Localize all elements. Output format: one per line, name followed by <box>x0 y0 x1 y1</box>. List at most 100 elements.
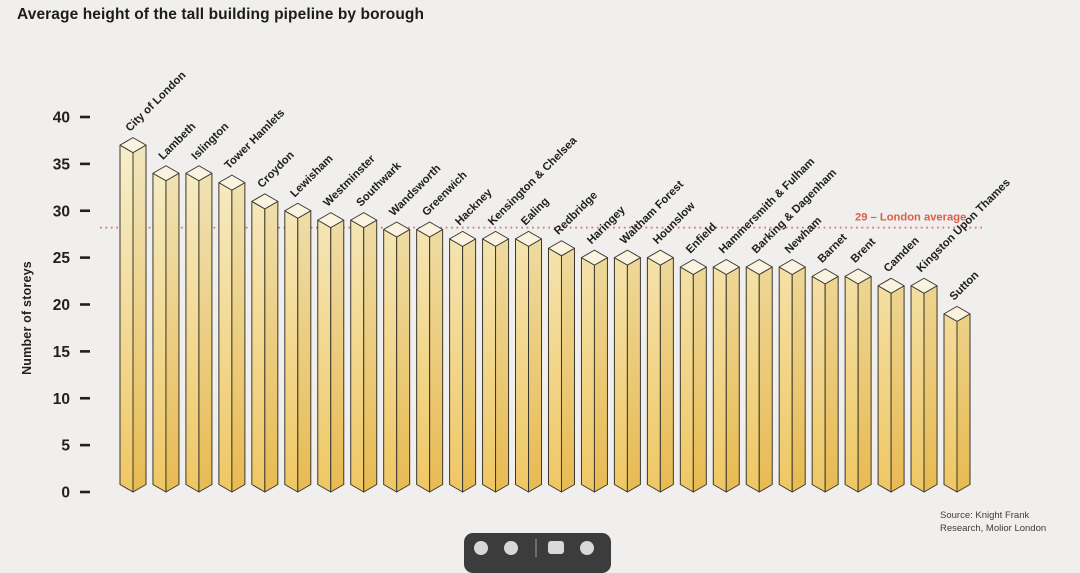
bar-right-face <box>890 285 905 493</box>
y-axis-title: Number of storeys <box>20 261 34 375</box>
bar-top-cap <box>185 165 213 182</box>
bar-right-face <box>659 257 674 493</box>
bar-right-face <box>297 210 312 493</box>
bar[interactable] <box>646 249 674 493</box>
bar-left-face <box>646 257 661 493</box>
bar-left-face <box>613 257 628 493</box>
bar[interactable] <box>152 165 180 493</box>
bar-right-face <box>132 144 147 493</box>
bar-left-face <box>547 247 562 493</box>
bar-left-face <box>383 229 398 493</box>
source-line: Research, Molior London <box>940 523 1047 534</box>
bar-category-label: Croydon <box>255 149 296 190</box>
bar-top-cap <box>482 230 510 247</box>
bar[interactable] <box>482 230 510 493</box>
y-axis-tick-label: 15 <box>53 344 71 361</box>
bar[interactable] <box>679 259 707 493</box>
bar-top-cap <box>119 137 147 154</box>
bar-chart: 0 5 10 15 20 25 30 35 40 Number of storeys City of… <box>20 69 1013 501</box>
bar-category-label: City of London <box>124 69 189 134</box>
bar-left-face <box>844 275 859 493</box>
bar-left-face <box>317 219 332 493</box>
bar[interactable] <box>580 249 608 493</box>
bar-top-cap <box>844 268 872 285</box>
source-note: Source: Knight Frank Research, Molior Lo… <box>940 509 1046 535</box>
bar-left-face <box>745 266 760 493</box>
bar-top-cap <box>218 174 246 191</box>
bar-right-face <box>165 172 180 493</box>
bar-left-face <box>119 144 134 493</box>
bar-right-face <box>692 266 707 493</box>
toolbar-circle-icon[interactable] <box>580 541 594 555</box>
bar-right-face <box>264 200 279 493</box>
bar[interactable] <box>613 249 641 493</box>
bar[interactable] <box>745 259 773 493</box>
bar-left-face <box>580 257 595 493</box>
bar-top-cap <box>317 212 345 229</box>
bar-right-face <box>528 238 543 493</box>
toolbar-circle-icon[interactable] <box>474 541 488 555</box>
bar-right-face <box>626 257 641 493</box>
bar-category-label: Brent <box>849 236 879 266</box>
bar-top-cap <box>943 305 971 322</box>
bar-left-face <box>185 172 200 493</box>
bar-top-cap <box>745 259 773 275</box>
bar[interactable] <box>778 259 806 493</box>
bar-left-face <box>218 182 233 493</box>
bar-top-cap <box>910 277 938 294</box>
chart-canvas: Average height of the tall building pipe… <box>17 6 1046 573</box>
bar-right-face <box>198 172 213 493</box>
bar[interactable] <box>218 174 246 493</box>
bar-right-face <box>824 275 839 493</box>
bar[interactable] <box>877 277 905 493</box>
bar[interactable] <box>712 259 740 493</box>
bar[interactable] <box>383 221 411 493</box>
bar-category-label: Barnet <box>816 232 850 266</box>
bar[interactable] <box>185 165 213 493</box>
bar[interactable] <box>811 268 839 493</box>
bar[interactable] <box>515 230 543 493</box>
bar-top-cap <box>284 202 312 219</box>
bar[interactable] <box>317 212 345 493</box>
bar-left-face <box>943 313 958 493</box>
bar-top-cap <box>416 221 444 238</box>
bar[interactable] <box>119 137 147 493</box>
bar-right-face <box>593 257 608 493</box>
bar-right-face <box>956 313 971 493</box>
bar-top-cap <box>679 259 707 275</box>
toolbar-circle-icon[interactable] <box>504 541 518 555</box>
bar-left-face <box>251 200 266 493</box>
bar-top-cap <box>350 212 378 229</box>
toolbar-square-icon[interactable] <box>548 541 564 554</box>
bar[interactable] <box>449 230 477 493</box>
bar-left-face <box>416 229 431 493</box>
bar[interactable] <box>910 277 938 493</box>
bar-left-face <box>449 238 464 493</box>
bar-category-label: Sutton <box>948 269 982 303</box>
y-axis-tick-label: 20 <box>53 297 70 314</box>
bar[interactable] <box>416 221 444 493</box>
bar-right-face <box>758 266 773 493</box>
bar[interactable] <box>844 268 872 493</box>
bar-top-cap <box>712 259 740 275</box>
bar-right-face <box>396 229 411 493</box>
bar[interactable] <box>943 305 971 493</box>
bar-right-face <box>363 219 378 493</box>
bar-top-cap <box>613 249 641 266</box>
bar-left-face <box>712 266 727 493</box>
bar[interactable] <box>547 240 575 493</box>
bar-left-face <box>778 266 793 493</box>
bar[interactable] <box>350 212 378 493</box>
bar-left-face <box>482 238 497 493</box>
bar[interactable] <box>251 193 279 493</box>
bottom-toolbar[interactable] <box>464 533 611 573</box>
bar-right-face <box>857 275 872 493</box>
bar-category-label: Ealing <box>519 195 552 228</box>
bar-top-cap <box>515 230 543 247</box>
bar[interactable] <box>284 202 312 493</box>
y-axis-tick-label: 5 <box>61 438 70 455</box>
bar-left-face <box>811 275 826 493</box>
bar-top-cap <box>778 259 806 275</box>
bar-top-cap <box>152 165 180 182</box>
bar-category-label: Enfield <box>684 221 719 256</box>
